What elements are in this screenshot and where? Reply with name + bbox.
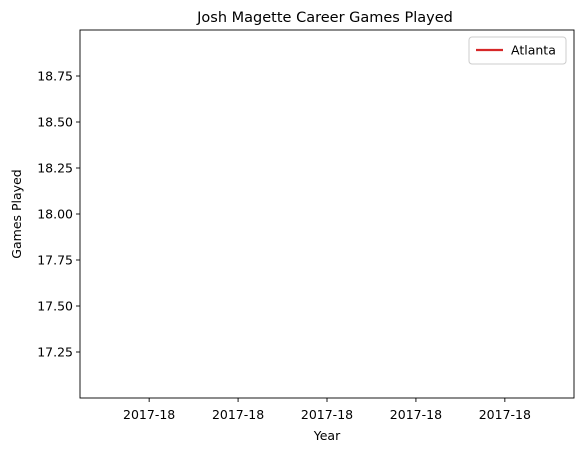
chart-title: Josh Magette Career Games Played <box>196 10 453 26</box>
plot-area <box>79 29 575 399</box>
y-tick-label: 18.00 <box>37 207 73 222</box>
y-tick-label: 18.25 <box>37 161 73 176</box>
y-tick-label: 18.75 <box>37 69 73 84</box>
y-tick-label: 18.50 <box>37 115 73 130</box>
y-tick-label: 17.50 <box>37 299 73 314</box>
y-axis-label: Games Played <box>9 169 24 258</box>
x-axis-ticks: 2017-18 2017-18 2017-18 2017-18 2017-18 <box>123 398 531 422</box>
x-tick-label: 2017-18 <box>301 407 353 422</box>
x-tick-label: 2017-18 <box>212 407 264 422</box>
legend: Atlanta <box>468 36 567 65</box>
x-axis-label: Year <box>313 428 341 443</box>
y-tick-label: 17.75 <box>37 253 73 268</box>
x-tick-label: 2017-18 <box>123 407 175 422</box>
y-tick-label: 17.25 <box>37 345 73 360</box>
x-tick-label: 2017-18 <box>390 407 442 422</box>
legend-label-atlanta: Atlanta <box>511 43 556 58</box>
y-axis-ticks: 17.25 17.50 17.75 18.00 18.25 18.50 18.75 <box>37 69 80 360</box>
x-tick-label: 2017-18 <box>479 407 531 422</box>
legend-box <box>468 36 567 65</box>
